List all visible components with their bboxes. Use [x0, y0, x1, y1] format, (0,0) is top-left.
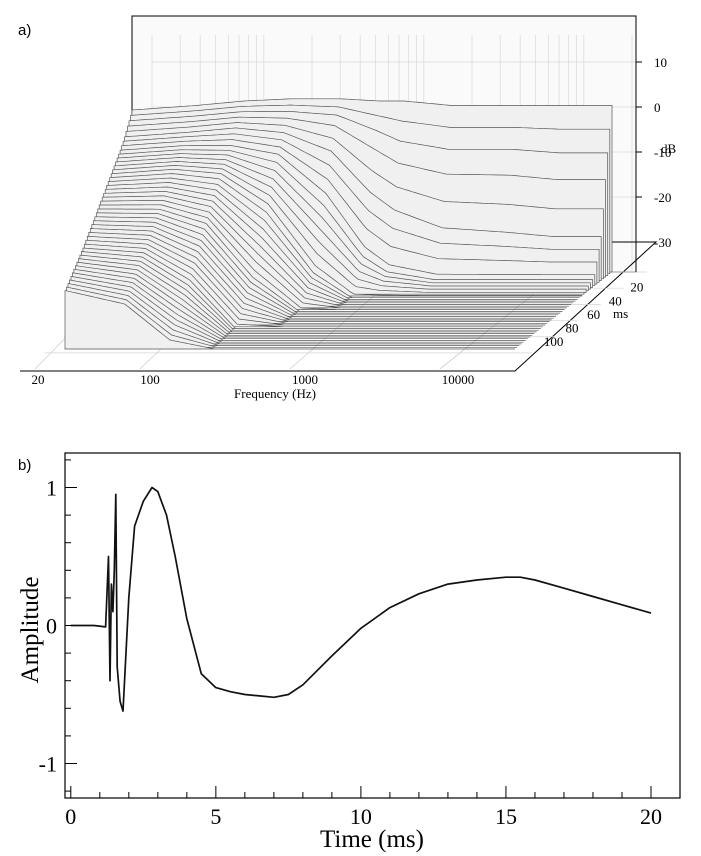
frequency-tick-label: 1000: [292, 372, 318, 387]
waterfall-slices: [64, 98, 613, 350]
panel-label-a: a): [18, 22, 31, 39]
time-depth-tick-label: 20: [630, 280, 643, 295]
amplitude-axis-label: Amplitude: [17, 577, 44, 684]
decay-slice: [64, 290, 515, 350]
panel-label-b: b): [18, 457, 31, 474]
decay-slice: [72, 272, 526, 341]
y-tick-label: 1: [46, 476, 57, 501]
frequency-tick-label: 10000: [442, 372, 475, 387]
db-tick-label: 0: [654, 100, 661, 115]
db-tick-label: -20: [654, 190, 671, 205]
frequency-tick-label: 20: [32, 372, 45, 387]
x-tick-label: 0: [65, 804, 76, 829]
ms-unit-label: ms: [613, 306, 628, 321]
db-tick-label: -30: [654, 235, 671, 250]
time-axis-label: Time (ms): [320, 826, 424, 853]
y-tick-label: 0: [46, 614, 57, 639]
x-tick-label: 15: [495, 804, 517, 829]
time-depth-tick-label: 40: [609, 293, 622, 308]
decay-slice: [70, 275, 524, 343]
y-tick-label: -1: [39, 752, 57, 777]
x-tick-label: 10: [350, 804, 372, 829]
amplitude-line: [70, 486, 652, 712]
db-tick-label: 10: [654, 55, 667, 70]
frequency-tick-label: 100: [140, 372, 160, 387]
time-depth-tick-label: 80: [565, 321, 578, 336]
x-tick-label: 5: [210, 804, 221, 829]
x-tick-label: 20: [640, 804, 662, 829]
db-unit-label: dB: [661, 141, 677, 156]
time-depth-tick-label: 60: [587, 307, 600, 322]
time-depth-tick-label: 100: [544, 334, 564, 349]
frequency-axis-label: Frequency (Hz): [234, 386, 316, 401]
db-tick-label: -10: [654, 145, 671, 160]
plot-frame: [64, 452, 681, 799]
